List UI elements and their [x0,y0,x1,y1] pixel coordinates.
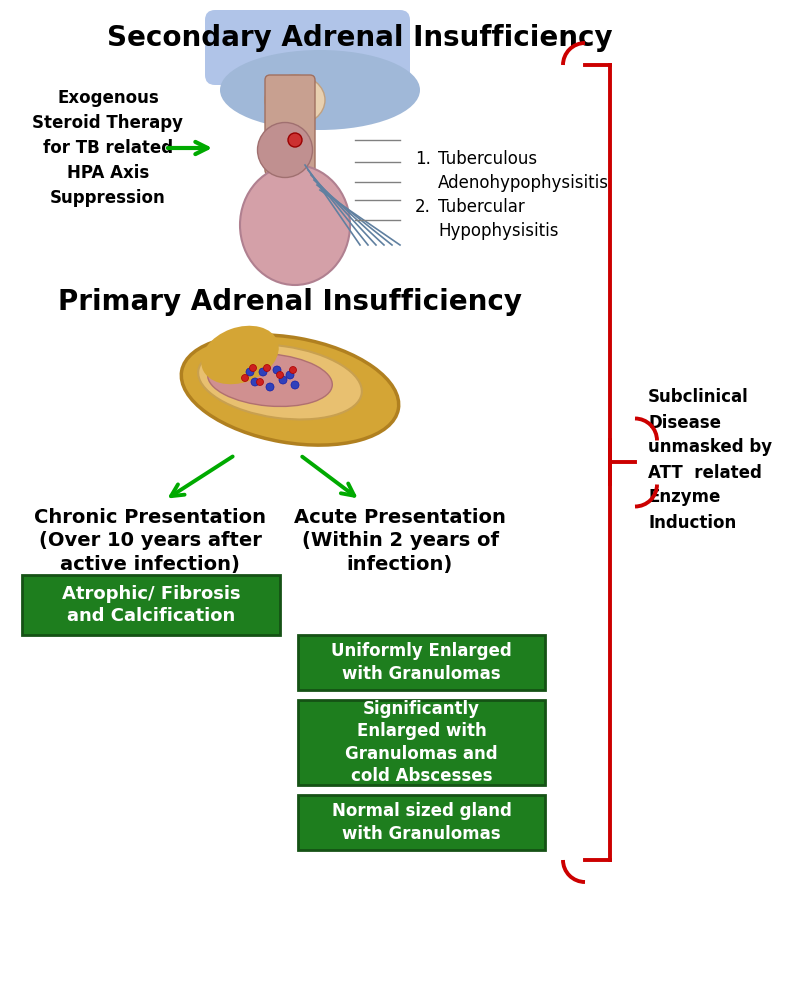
Ellipse shape [182,335,398,446]
Circle shape [286,371,294,379]
Circle shape [259,368,267,376]
Text: 1.: 1. [415,150,431,168]
Circle shape [279,376,287,384]
Text: 2.: 2. [415,198,431,216]
Ellipse shape [220,50,420,130]
Circle shape [257,378,263,385]
Text: Normal sized gland
with Granulomas: Normal sized gland with Granulomas [331,802,511,843]
Circle shape [246,368,254,376]
Circle shape [277,371,283,378]
FancyBboxPatch shape [22,575,280,635]
Text: Tubercular
Hypophysisitis: Tubercular Hypophysisitis [438,198,558,240]
Circle shape [242,374,249,381]
Ellipse shape [240,165,350,285]
Circle shape [251,378,259,386]
Text: Subclinical
Disease
unmasked by
ATT  related
Enzyme
Induction: Subclinical Disease unmasked by ATT rela… [648,388,772,532]
Circle shape [266,383,274,391]
Ellipse shape [258,123,313,178]
Ellipse shape [198,345,362,420]
FancyBboxPatch shape [298,795,545,850]
FancyBboxPatch shape [265,75,315,175]
Text: Primary Adrenal Insufficiency: Primary Adrenal Insufficiency [58,288,522,316]
Circle shape [290,367,297,373]
Text: Uniformly Enlarged
with Granulomas: Uniformly Enlarged with Granulomas [331,642,512,683]
Circle shape [291,381,299,389]
Ellipse shape [265,75,325,125]
Circle shape [288,133,302,147]
Text: Significantly
Enlarged with
Granulomas and
cold Abscesses: Significantly Enlarged with Granulomas a… [345,700,498,784]
Text: Secondary Adrenal Insufficiency: Secondary Adrenal Insufficiency [107,24,613,52]
Text: Tuberculous
Adenohypophysisitis: Tuberculous Adenohypophysisitis [438,150,609,192]
FancyBboxPatch shape [205,10,410,85]
Text: Chronic Presentation
(Over 10 years after
active infection): Chronic Presentation (Over 10 years afte… [34,508,266,574]
Text: Atrophic/ Fibrosis
and Calcification: Atrophic/ Fibrosis and Calcification [62,585,240,625]
Ellipse shape [202,326,278,384]
Circle shape [250,365,257,371]
FancyBboxPatch shape [298,700,545,785]
Circle shape [263,365,270,371]
Circle shape [273,366,281,374]
Text: Acute Presentation
(Within 2 years of
infection): Acute Presentation (Within 2 years of in… [294,508,506,574]
FancyBboxPatch shape [298,635,545,690]
Text: Exogenous
Steroid Therapy
for TB related
HPA Axis
Suppression: Exogenous Steroid Therapy for TB related… [33,89,183,207]
Ellipse shape [208,354,332,406]
